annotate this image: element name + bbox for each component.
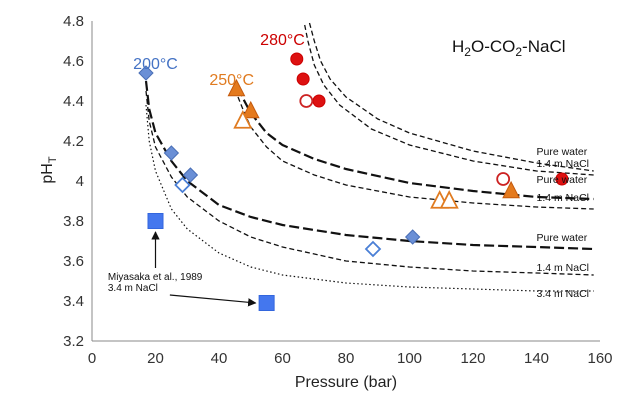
data-point-triangle-filled — [227, 78, 246, 97]
data-point-diamond-filled — [163, 145, 180, 161]
data-point-circle-filled — [312, 94, 326, 108]
curve-label-pure-water: Pure water — [537, 232, 588, 244]
y-tick-label: 4.6 — [63, 53, 84, 70]
formula-sub-1: 2 — [464, 45, 471, 59]
x-tick-label: 0 — [88, 350, 96, 367]
formula-sub-2: 2 — [515, 45, 522, 59]
data-point-square-filled — [258, 295, 275, 311]
reference-label-line1: Miyasaka et al., 1989 — [108, 272, 203, 283]
y-tick-label: 3.2 — [63, 333, 84, 350]
reference-label-line2: 3.4 m NaCl — [108, 283, 158, 294]
data-point-triangle-filled — [502, 180, 521, 199]
data-point-diamond-filled — [182, 167, 199, 183]
x-tick-label: 140 — [524, 350, 549, 367]
markers-layer — [138, 52, 569, 311]
data-point-diamond-filled — [404, 229, 421, 245]
y-tick-label: 4.2 — [63, 133, 84, 150]
y-tick-label: 3.8 — [63, 213, 84, 230]
x-axis-title: Pressure (bar) — [295, 374, 397, 391]
curve-label-3-4-m-nacl: 3.4 m NaCl — [537, 288, 590, 300]
y-axis-title: pHT — [39, 156, 59, 183]
x-tick-label: 120 — [460, 350, 485, 367]
data-point-diamond-open — [364, 240, 382, 258]
data-point-triangle-filled — [241, 100, 260, 119]
data-point-triangle-open — [439, 190, 459, 209]
y-tick-label: 4.8 — [63, 13, 84, 30]
axes-layer — [91, 21, 600, 342]
curve-200-c-1-4-m-nacl — [145, 90, 594, 276]
chart-title-formula: H2O-CO2-NaCl — [452, 37, 566, 59]
y-tick-label: 3.4 — [63, 293, 84, 310]
data-point-circle-filled — [296, 72, 310, 86]
y-tick-label: 4.4 — [63, 93, 84, 110]
x-tick-label: 100 — [397, 350, 422, 367]
curve-label-1-4-m-nacl: 1.4 m NaCl — [537, 158, 590, 170]
curve-label-1-4-m-nacl: 1.4 m NaCl — [537, 262, 590, 274]
x-tick-label: 40 — [211, 350, 228, 367]
curve-label-pure-water: Pure water — [537, 146, 588, 158]
temperature-label-250-c: 250°C — [209, 72, 254, 89]
x-tick-labels: 0 20 40 60 80 100 120 140 160 — [88, 350, 613, 367]
reference-arrow-right — [169, 294, 257, 307]
y-tick-labels: 3.2 3.4 3.6 3.8 4 4.2 4.4 4.6 4.8 — [63, 13, 84, 350]
reference-annotation: Miyasaka et al., 1989 3.4 m NaCl — [108, 231, 257, 307]
y-axis-title-main: pH — [39, 163, 56, 183]
data-point-diamond-open — [174, 176, 191, 194]
data-point-square-filled — [147, 213, 164, 229]
formula-part-1: H — [452, 37, 464, 56]
temperature-labels-layer: 200°C 250°C 280°C — [133, 32, 305, 89]
x-tick-label: 160 — [587, 350, 612, 367]
formula-part-2: O-CO — [471, 37, 515, 56]
y-tick-label: 4 — [76, 173, 84, 190]
data-point-circle-filled — [555, 172, 569, 186]
curve-280-c-1-4-m-nacl — [304, 24, 594, 176]
curve-label-1-4-m-nacl: 1.4 m NaCl — [537, 192, 590, 204]
curve-label-pure-water: Pure water — [537, 174, 588, 186]
curve-200-c-pure-water — [144, 80, 594, 251]
temperature-label-280-c: 280°C — [260, 32, 305, 49]
data-point-circle-filled — [290, 52, 304, 66]
temperature-label-200-c: 200°C — [133, 56, 178, 73]
curve-200-c-3-4-m-nacl — [145, 104, 594, 292]
x-tick-label: 80 — [338, 350, 355, 367]
y-tick-label: 3.6 — [63, 253, 84, 270]
x-tick-label: 20 — [147, 350, 164, 367]
x-tick-label: 60 — [274, 350, 291, 367]
y-axis-title-subscript: T — [47, 156, 59, 163]
data-point-circle-open — [299, 94, 314, 108]
data-point-diamond-filled — [138, 65, 154, 81]
formula-part-3: -NaCl — [522, 37, 565, 56]
data-point-circle-open — [496, 172, 511, 186]
data-point-triangle-open — [233, 110, 253, 129]
